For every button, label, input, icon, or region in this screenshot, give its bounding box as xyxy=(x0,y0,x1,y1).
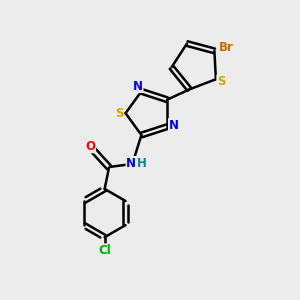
Text: N: N xyxy=(169,119,178,132)
Text: Cl: Cl xyxy=(98,244,111,257)
Text: Br: Br xyxy=(219,41,234,54)
Text: S: S xyxy=(115,107,123,120)
Text: N: N xyxy=(126,157,136,169)
Text: N: N xyxy=(133,80,143,93)
Text: H: H xyxy=(136,157,146,169)
Text: S: S xyxy=(217,75,225,88)
Text: O: O xyxy=(85,140,95,153)
